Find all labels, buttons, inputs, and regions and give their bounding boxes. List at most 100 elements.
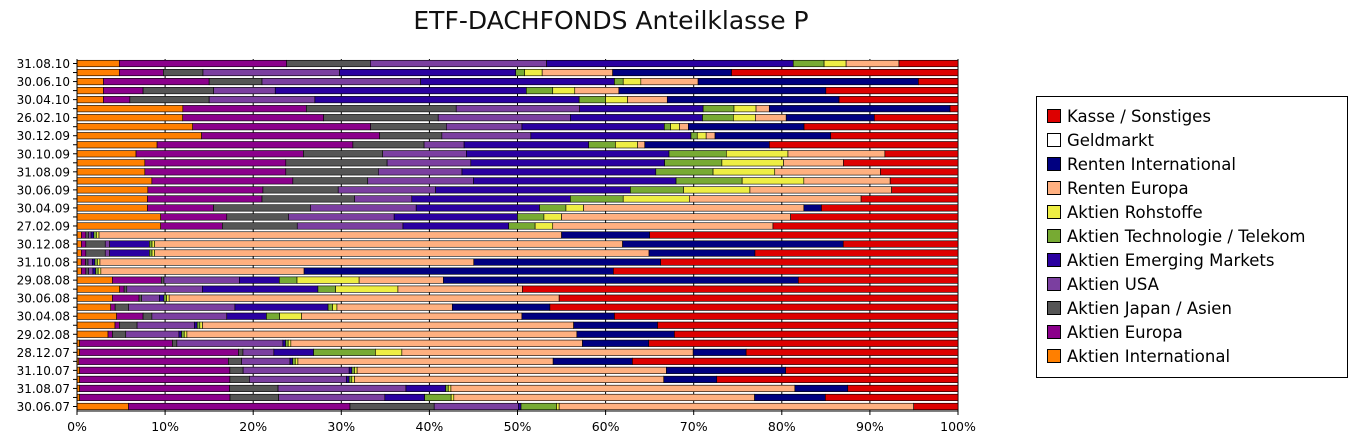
bar-segment bbox=[561, 231, 650, 239]
bar-segment bbox=[637, 141, 646, 149]
bar-segment bbox=[583, 204, 805, 212]
bar-segment bbox=[97, 258, 101, 266]
bar-segment bbox=[721, 159, 784, 167]
bar-segment bbox=[76, 105, 184, 113]
bar-segment bbox=[688, 123, 805, 131]
bar-segment bbox=[176, 339, 284, 347]
bar-segment bbox=[138, 294, 143, 302]
bar-segment bbox=[241, 357, 291, 365]
legend-label: Aktien Rohstoffe bbox=[1067, 202, 1203, 222]
bar-segment bbox=[142, 87, 214, 95]
bar-segment bbox=[93, 231, 97, 239]
bar-segment bbox=[666, 96, 840, 104]
legend-swatch bbox=[1047, 181, 1061, 195]
bar-segment bbox=[76, 204, 148, 212]
bar-segment bbox=[76, 132, 202, 140]
bar-segment bbox=[279, 312, 302, 320]
bar-segment bbox=[226, 213, 289, 221]
bar-segment bbox=[515, 68, 525, 77]
bar-segment bbox=[277, 384, 407, 392]
y-tick-label: 28.12.07 bbox=[17, 346, 70, 360]
bar-segment bbox=[285, 339, 289, 347]
bar-segment bbox=[79, 339, 173, 347]
bar-segment bbox=[81, 249, 87, 257]
bar-segment bbox=[898, 59, 959, 68]
bars-layer bbox=[76, 59, 959, 411]
bar-segment bbox=[144, 159, 287, 167]
y-tick-label: 31.08.07 bbox=[17, 382, 70, 396]
bar-segment bbox=[109, 249, 150, 257]
bar-segment bbox=[622, 195, 690, 203]
bar-segment bbox=[332, 303, 338, 311]
bar-segment bbox=[208, 78, 263, 86]
y-tick-label: 30.12.09 bbox=[17, 129, 70, 143]
bar-segment bbox=[473, 258, 661, 266]
bar-segment bbox=[310, 204, 417, 212]
bar-segment bbox=[109, 240, 150, 248]
y-tick-label: 31.10.07 bbox=[17, 364, 70, 378]
bar-segment bbox=[517, 213, 545, 221]
bar-segment bbox=[144, 168, 287, 176]
bar-segment bbox=[473, 177, 677, 185]
bar-segment bbox=[772, 222, 959, 230]
bar-segment bbox=[114, 303, 129, 311]
bar-segment bbox=[785, 366, 959, 374]
legend-label: Aktien International bbox=[1067, 346, 1231, 366]
y-tick-label: 29.02.08 bbox=[17, 328, 70, 342]
bar-segment bbox=[670, 123, 680, 131]
bar-segment bbox=[424, 393, 452, 402]
bar-segment bbox=[803, 177, 891, 185]
bar-segment bbox=[76, 150, 137, 158]
bar-segment bbox=[92, 267, 96, 275]
bar-segment bbox=[351, 366, 355, 374]
x-tick-label: 90% bbox=[856, 419, 884, 434]
bar-segment bbox=[242, 366, 350, 374]
bar-segment bbox=[821, 204, 959, 212]
bar-segment bbox=[648, 339, 959, 347]
bar-segment bbox=[755, 105, 770, 113]
bar-segment bbox=[112, 276, 162, 284]
bar-segment bbox=[696, 132, 707, 140]
bar-segment bbox=[668, 150, 727, 158]
bar-segment bbox=[741, 177, 805, 185]
bar-segment bbox=[526, 87, 554, 95]
bar-segment bbox=[213, 87, 276, 95]
bar-segment bbox=[154, 240, 623, 248]
bar-segment bbox=[433, 402, 519, 411]
bar-segment bbox=[202, 68, 340, 77]
bar-segment bbox=[119, 285, 125, 293]
bar-segment bbox=[437, 114, 571, 122]
bar-segment bbox=[114, 321, 120, 329]
bar-segment bbox=[147, 186, 264, 194]
bar-segment bbox=[76, 195, 148, 203]
bar-segment bbox=[160, 222, 223, 230]
bar-segment bbox=[141, 294, 160, 302]
y-tick-label: 31.10.08 bbox=[17, 256, 70, 270]
bar-segment bbox=[891, 186, 959, 194]
bar-segment bbox=[356, 366, 667, 374]
bar-segment bbox=[450, 393, 455, 402]
x-tick-label: 70% bbox=[680, 419, 708, 434]
bar-segment bbox=[847, 384, 959, 392]
bar-segment bbox=[615, 141, 638, 149]
bar-segment bbox=[285, 159, 388, 167]
bar-segment bbox=[76, 258, 82, 266]
bar-segment bbox=[78, 357, 229, 365]
bar-segment bbox=[76, 68, 120, 77]
bar-segment bbox=[103, 96, 131, 104]
bar-segment bbox=[76, 303, 112, 311]
bar-segment bbox=[128, 402, 351, 411]
bar-segment bbox=[76, 78, 104, 86]
y-tick-label: 27.02.09 bbox=[17, 219, 70, 233]
bar-segment bbox=[565, 204, 584, 212]
x-tick-label: 80% bbox=[768, 419, 796, 434]
bar-segment bbox=[576, 330, 675, 338]
bar-segment bbox=[76, 159, 146, 167]
bar-segment bbox=[172, 339, 178, 347]
bar-segment bbox=[733, 105, 757, 113]
bar-segment bbox=[87, 258, 93, 266]
bar-segment bbox=[348, 366, 353, 374]
bar-segment bbox=[168, 294, 560, 302]
bar-segment bbox=[81, 231, 87, 239]
legend-item: Aktien Japan / Asien bbox=[1047, 297, 1232, 319]
